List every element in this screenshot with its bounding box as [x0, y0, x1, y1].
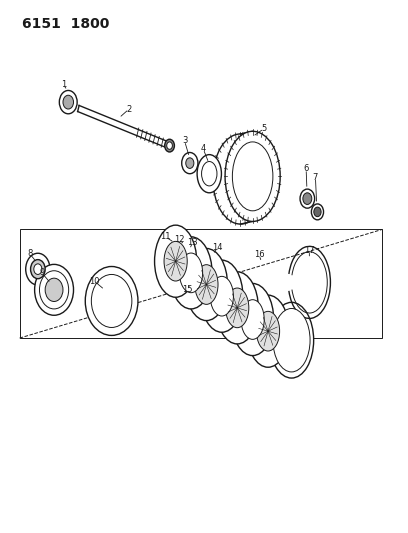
Text: 3: 3 — [182, 136, 187, 146]
Ellipse shape — [226, 288, 249, 328]
Circle shape — [85, 266, 138, 335]
Ellipse shape — [164, 241, 187, 281]
Text: 17: 17 — [304, 246, 315, 255]
Circle shape — [186, 158, 194, 168]
Ellipse shape — [213, 134, 268, 224]
Circle shape — [45, 278, 63, 302]
Ellipse shape — [216, 272, 258, 344]
Ellipse shape — [225, 131, 280, 221]
Circle shape — [165, 139, 174, 152]
Text: 8: 8 — [27, 249, 33, 259]
Circle shape — [34, 264, 42, 274]
Circle shape — [303, 193, 312, 205]
Circle shape — [35, 264, 73, 316]
Text: 12: 12 — [175, 236, 185, 245]
Ellipse shape — [257, 311, 279, 351]
Text: 7: 7 — [313, 173, 318, 182]
Text: 4: 4 — [201, 144, 206, 154]
Ellipse shape — [269, 302, 314, 378]
Text: 16: 16 — [254, 251, 264, 260]
Ellipse shape — [201, 260, 243, 332]
Text: 6151  1800: 6151 1800 — [22, 17, 109, 31]
Circle shape — [300, 189, 315, 208]
Text: 6: 6 — [304, 165, 309, 173]
Text: 10: 10 — [89, 277, 100, 286]
Circle shape — [40, 271, 69, 309]
Text: 15: 15 — [182, 285, 192, 294]
Ellipse shape — [197, 155, 222, 193]
Ellipse shape — [247, 295, 289, 367]
Circle shape — [182, 152, 198, 174]
Circle shape — [311, 204, 324, 220]
Text: 14: 14 — [212, 244, 223, 253]
Ellipse shape — [273, 309, 310, 372]
Ellipse shape — [210, 277, 233, 316]
Text: 13: 13 — [187, 238, 198, 247]
Bar — [20, 229, 382, 338]
Ellipse shape — [232, 284, 274, 356]
Ellipse shape — [180, 253, 203, 293]
Text: 1: 1 — [61, 80, 66, 89]
Ellipse shape — [233, 142, 273, 211]
Text: 5: 5 — [262, 124, 266, 133]
Circle shape — [91, 274, 132, 327]
Circle shape — [314, 207, 321, 216]
Ellipse shape — [195, 265, 218, 304]
Circle shape — [31, 260, 45, 279]
Circle shape — [59, 91, 77, 114]
Ellipse shape — [170, 237, 212, 309]
Circle shape — [26, 253, 50, 285]
Circle shape — [63, 95, 73, 109]
Circle shape — [167, 142, 173, 149]
Ellipse shape — [241, 300, 264, 340]
Text: 9: 9 — [39, 268, 44, 277]
Ellipse shape — [202, 161, 217, 186]
Text: 11: 11 — [160, 232, 171, 241]
Ellipse shape — [155, 225, 197, 297]
Text: 2: 2 — [126, 104, 132, 114]
Ellipse shape — [185, 248, 228, 320]
